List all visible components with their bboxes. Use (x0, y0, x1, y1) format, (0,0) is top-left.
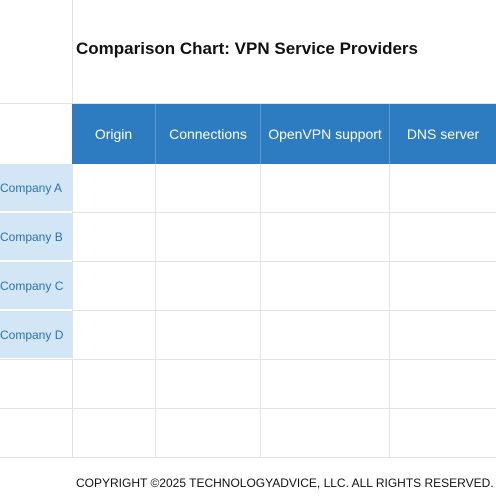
row-header-company-c[interactable]: Company C (0, 262, 72, 310)
page-title: Comparison Chart: VPN Service Providers (76, 39, 419, 58)
grid-line (72, 261, 496, 262)
column-header-label: OpenVPN support (268, 126, 382, 142)
row-header-company-b[interactable]: Company B (0, 213, 72, 261)
grid-line (72, 310, 496, 311)
column-header-dns-server[interactable]: DNS server (390, 104, 496, 164)
grid-line (72, 212, 496, 213)
column-header-origin[interactable]: Origin (72, 104, 156, 164)
row-header-label: Company A (0, 180, 63, 195)
row-header-company-a[interactable]: Company A (0, 164, 72, 212)
grid-line (155, 164, 156, 458)
column-header-connections[interactable]: Connections (156, 104, 261, 164)
column-header-label: Origin (94, 126, 133, 142)
column-header-openvpn-support[interactable]: OpenVPN support (261, 104, 390, 164)
grid-line (0, 457, 496, 458)
column-header-label: DNS server (406, 126, 480, 142)
row-header-label: Company D (0, 327, 64, 342)
row-header-label: Company B (0, 229, 63, 244)
grid-line (260, 164, 261, 458)
column-header-label: Connections (169, 126, 247, 142)
row-header-label: Company C (0, 278, 64, 293)
grid-line (389, 164, 390, 458)
grid-line (72, 0, 73, 458)
grid-line (0, 359, 496, 360)
grid-line (0, 103, 496, 104)
copyright-footer: COPYRIGHT ©2025 TECHNOLOGYADVICE, LLC. A… (76, 476, 494, 490)
grid-line (0, 408, 496, 409)
row-header-company-d[interactable]: Company D (0, 311, 72, 359)
